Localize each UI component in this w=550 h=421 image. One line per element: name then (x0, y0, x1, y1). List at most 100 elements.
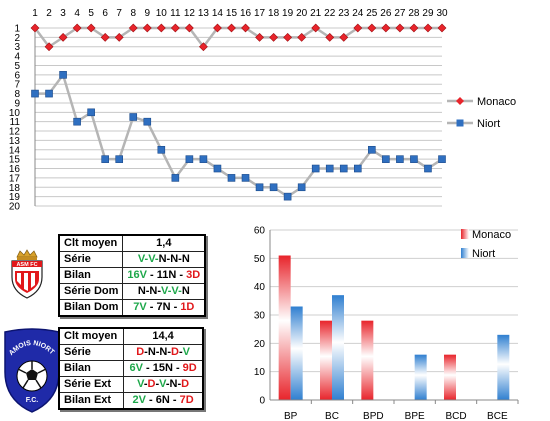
line-y-tick-label: 11 (10, 117, 21, 128)
line-x-tick-label: 30 (436, 8, 448, 19)
stats-value-segment: - (155, 378, 160, 390)
line-point-monaco (142, 23, 152, 33)
line-point-niort (241, 174, 250, 182)
line-x-tick-label: 24 (352, 8, 364, 19)
stats-row: Bilan 16V - 11N - 3D (58, 267, 206, 284)
line-point-niort (410, 155, 418, 163)
bar-monaco-bp (278, 255, 291, 400)
stats-value-segment: - (143, 378, 148, 390)
line-point-niort (101, 155, 109, 163)
line-point-niort (396, 155, 404, 163)
stats-value-segment: N (181, 285, 190, 297)
line-point-monaco (437, 23, 447, 33)
line-point-monaco (213, 23, 222, 33)
line-y-tick-label: 15 (9, 155, 21, 166)
line-point-niort (311, 164, 320, 173)
stats-value-segment: D (181, 378, 190, 390)
line-point-niort (325, 164, 334, 173)
line-point-monaco (44, 42, 54, 52)
stats-value-segment: 7D (179, 394, 194, 406)
bar-legend-label: Niort (472, 248, 495, 260)
bar-x-tick-label: BCE (487, 411, 508, 421)
stats-value-segment: - 7N - (146, 301, 181, 313)
line-point-monaco (255, 32, 264, 42)
line-point-niort (115, 155, 124, 163)
line-point-niort (143, 117, 152, 126)
stats-row: Série Ext V-D-V-N-D (58, 376, 204, 393)
stats-label: Clt moyen (58, 234, 124, 252)
niort-crest-logo: CHAMOIS NIORTAIS F.C. (0, 321, 63, 414)
stats-value: N-N-V-V-N (122, 283, 206, 300)
stats-row: Bilan 6V - 15N - 9D (58, 360, 204, 377)
line-point-monaco (353, 23, 363, 33)
line-point-niort (171, 174, 180, 182)
stats-value-segment: 6V (129, 362, 143, 374)
stats-label: Bilan (58, 360, 125, 377)
stats-value-segment: V-V- (161, 285, 182, 297)
goals-bar-chart: 0 10 20 30 40 50 60 BP BC BPD BPE BCD BCE Monaco Nio… (254, 226, 519, 421)
line-y-tick-label: 18 (9, 183, 21, 194)
stats-value-segment: 16V (127, 269, 147, 281)
line-point-monaco (227, 23, 236, 33)
line-point-niort (339, 164, 348, 173)
stats-label: Bilan Dom (58, 299, 124, 317)
stats-value-segment: D (136, 346, 145, 358)
line-x-tick-label: 2 (46, 8, 52, 19)
line-x-tick-label: 14 (212, 8, 224, 19)
line-point-monaco (395, 23, 405, 33)
stats-value-segment: 7V (133, 301, 147, 313)
line-point-niort (59, 71, 67, 79)
stats-value-segment: - (179, 346, 183, 358)
stats-value-segment: V (159, 378, 166, 390)
line-x-tick-label: 28 (408, 8, 420, 19)
line-point-niort (368, 145, 376, 154)
monaco-crest-logo: ASM FC (8, 249, 46, 299)
line-point-niort (87, 108, 95, 117)
bar-y-tick-label: 60 (254, 226, 266, 237)
stats-label: Bilan Ext (58, 392, 125, 410)
line-x-tick-label: 17 (254, 8, 266, 19)
line-y-tick-label: 14 (9, 145, 21, 156)
monaco-stats-table: Clt moyen 1,4 Série V-V-N-N-N Bilan 16V - 11N… (58, 234, 207, 317)
line-y-tick-label: 16 (9, 164, 21, 175)
line-point-niort (382, 155, 390, 163)
stats-row: Série V-V-N-N-N (58, 251, 206, 268)
stats-value-segment: - 6N - (146, 394, 180, 406)
line-x-tick-label: 26 (380, 8, 392, 19)
line-x-tick-label: 11 (170, 8, 181, 19)
line-legend-label: Monaco (477, 96, 516, 108)
bar-legend-label: Monaco (472, 229, 511, 241)
line-point-monaco (198, 42, 208, 52)
bar-chart-bars (278, 255, 510, 400)
line-x-tick-label: 8 (130, 8, 136, 19)
bar-chart-x-axis: BP BC BPD BPE BCD BCE (270, 399, 519, 421)
stats-row: Clt moyen 14,4 (58, 327, 204, 345)
stats-value-segment: N-N- (137, 285, 162, 297)
line-chart-series (30, 23, 447, 201)
line-x-tick-label: 20 (296, 8, 308, 19)
bar-monaco-bcd (444, 354, 456, 400)
stats-value-segment: 14,4 (152, 330, 174, 342)
bar-y-tick-label: 10 (254, 367, 266, 378)
line-point-niort (157, 145, 166, 154)
line-point-monaco (114, 32, 124, 42)
line-point-monaco (269, 32, 279, 42)
line-y-tick-label: 3 (14, 42, 20, 53)
line-point-niort (255, 183, 264, 192)
line-point-monaco (325, 32, 335, 42)
line-point-monaco (72, 23, 82, 33)
bar-legend-swatch (461, 248, 469, 258)
stats-label: Série (58, 251, 124, 268)
bar-legend-swatch (461, 229, 469, 239)
bar-x-tick-label: BPD (363, 411, 384, 421)
line-point-niort (353, 164, 362, 173)
line-y-tick-label: 13 (9, 136, 21, 147)
line-point-niort (129, 113, 138, 121)
line-x-tick-label: 22 (324, 8, 336, 19)
line-x-tick-label: 12 (184, 8, 196, 19)
bar-x-tick-label: BC (325, 411, 339, 421)
stats-value-segment: N-N-N (158, 253, 190, 265)
line-point-monaco (100, 32, 110, 42)
stats-value: 2V - 6N - 7D (123, 392, 204, 410)
